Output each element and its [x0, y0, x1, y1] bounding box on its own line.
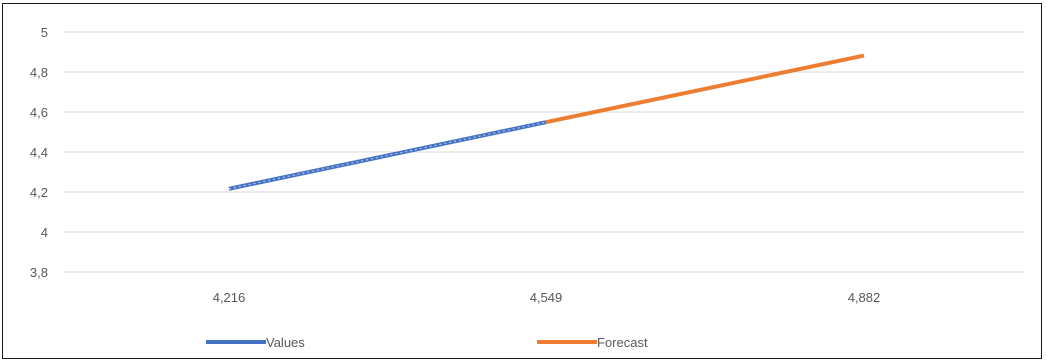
- y-tick-label: 4: [41, 225, 48, 240]
- x-axis-tick-labels: 4,216 4,549 4,882: [213, 290, 881, 305]
- legend-item-forecast[interactable]: Forecast: [537, 335, 648, 350]
- x-tick-label: 4,549: [530, 290, 563, 305]
- y-tick-label: 3,8: [30, 265, 48, 280]
- legend-item-values[interactable]: Values: [206, 335, 305, 350]
- legend-label: Forecast: [597, 335, 648, 350]
- y-axis-tick-labels: 3,8 4 4,2 4,4 4,6 4,8 5: [30, 25, 48, 280]
- y-tick-label: 4,2: [30, 185, 48, 200]
- series-lines: [228, 53, 865, 191]
- y-tick-label: 4,8: [30, 65, 48, 80]
- y-tick-label: 5: [41, 25, 48, 40]
- legend[interactable]: Values Forecast: [206, 335, 648, 350]
- x-tick-label: 4,882: [848, 290, 881, 305]
- x-tick-label: 4,216: [213, 290, 246, 305]
- y-tick-label: 4,6: [30, 105, 48, 120]
- y-tick-label: 4,4: [30, 145, 48, 160]
- legend-label: Values: [266, 335, 305, 350]
- chart-frame: [2, 3, 1042, 359]
- gridlines: [64, 31, 1025, 273]
- series-line-values-dots: [228, 121, 547, 190]
- series-line-forecast: [545, 53, 865, 125]
